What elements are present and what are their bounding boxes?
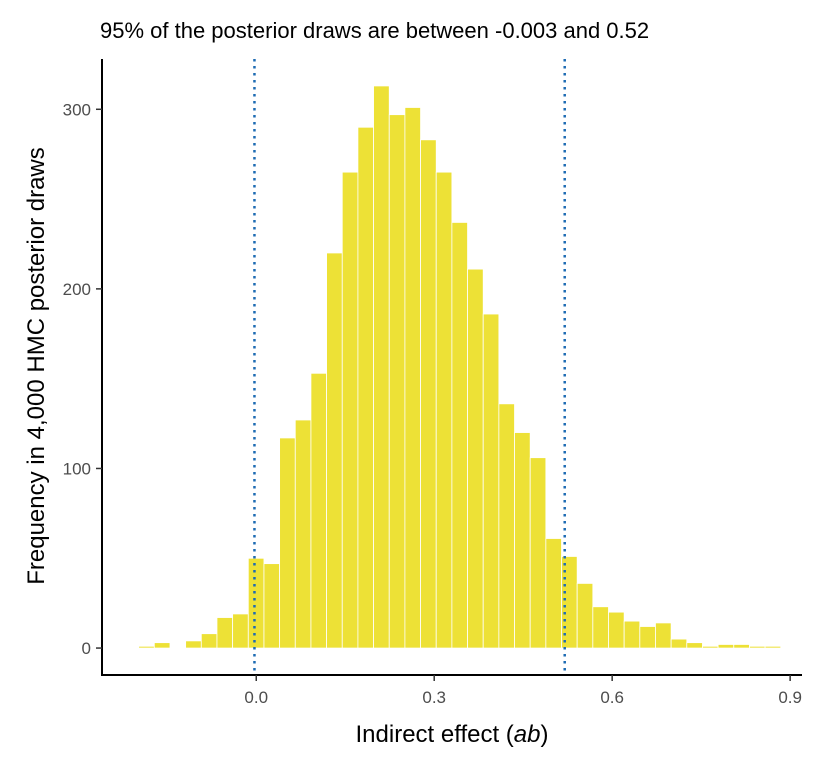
histogram-bar bbox=[326, 252, 343, 649]
histogram-bar bbox=[733, 644, 750, 649]
histogram-bar bbox=[545, 538, 562, 649]
histogram-bar bbox=[373, 85, 390, 649]
histogram-bar bbox=[247, 557, 265, 649]
histogram-bar bbox=[294, 419, 312, 649]
y-tick-label: 100 bbox=[63, 459, 91, 478]
histogram-bar bbox=[749, 645, 766, 649]
histogram-bar bbox=[498, 403, 515, 649]
histogram-bar bbox=[451, 222, 468, 649]
y-tick-label: 200 bbox=[63, 280, 91, 299]
y-tick-label: 0 bbox=[82, 639, 91, 658]
histogram-bar bbox=[514, 432, 531, 649]
histogram-bar bbox=[138, 645, 155, 649]
histogram-bar bbox=[639, 626, 656, 649]
histogram-bar bbox=[482, 313, 500, 649]
histogram-bar bbox=[670, 638, 688, 649]
x-axis-label: Indirect effect (ab) bbox=[356, 721, 549, 748]
credible-interval-lines bbox=[253, 59, 566, 675]
histogram-bar bbox=[185, 640, 202, 649]
histogram-bar bbox=[702, 645, 719, 649]
histogram-bar bbox=[592, 606, 609, 649]
histogram-bar bbox=[357, 126, 374, 649]
histogram-bar bbox=[232, 613, 249, 649]
histogram-bar bbox=[388, 114, 406, 649]
histogram-bar bbox=[153, 642, 171, 649]
histogram-bar bbox=[216, 617, 234, 649]
histogram-bar bbox=[279, 437, 296, 649]
y-tick-label: 300 bbox=[63, 100, 91, 119]
histogram-bar bbox=[310, 372, 327, 649]
x-axis-ticks: 0.0 0.3 0.6 0.9 bbox=[244, 675, 802, 707]
x-axis-label-suffix: ) bbox=[541, 721, 549, 748]
histogram-bar bbox=[435, 171, 453, 649]
histogram-bar bbox=[467, 268, 484, 649]
histogram-bar bbox=[686, 642, 703, 649]
chart-title: 95% of the posterior draws are between -… bbox=[100, 18, 649, 43]
histogram-bar bbox=[764, 645, 782, 649]
x-tick-label: 0.0 bbox=[244, 688, 268, 707]
histogram-bar bbox=[200, 633, 218, 649]
histogram-bars bbox=[138, 85, 782, 649]
y-axis-ticks: 0 100 200 300 bbox=[63, 100, 102, 658]
histogram-bar bbox=[717, 644, 735, 649]
x-tick-label: 0.3 bbox=[422, 688, 446, 707]
histogram-bar bbox=[404, 107, 421, 649]
x-axis-label-italic: ab bbox=[514, 721, 541, 748]
histogram-bar bbox=[420, 139, 437, 649]
histogram-bar bbox=[608, 611, 625, 649]
histogram-bar bbox=[529, 457, 547, 649]
x-axis-label-prefix: Indirect effect ( bbox=[356, 721, 514, 748]
histogram-bar bbox=[263, 563, 281, 649]
y-axis-label: Frequency in 4,000 HMC posterior draws bbox=[23, 147, 50, 585]
histogram-bar bbox=[576, 583, 594, 649]
x-tick-label: 0.9 bbox=[778, 688, 802, 707]
histogram-bar bbox=[655, 622, 672, 649]
histogram-bar bbox=[341, 171, 359, 649]
x-tick-label: 0.6 bbox=[600, 688, 624, 707]
histogram-bar bbox=[623, 620, 641, 649]
